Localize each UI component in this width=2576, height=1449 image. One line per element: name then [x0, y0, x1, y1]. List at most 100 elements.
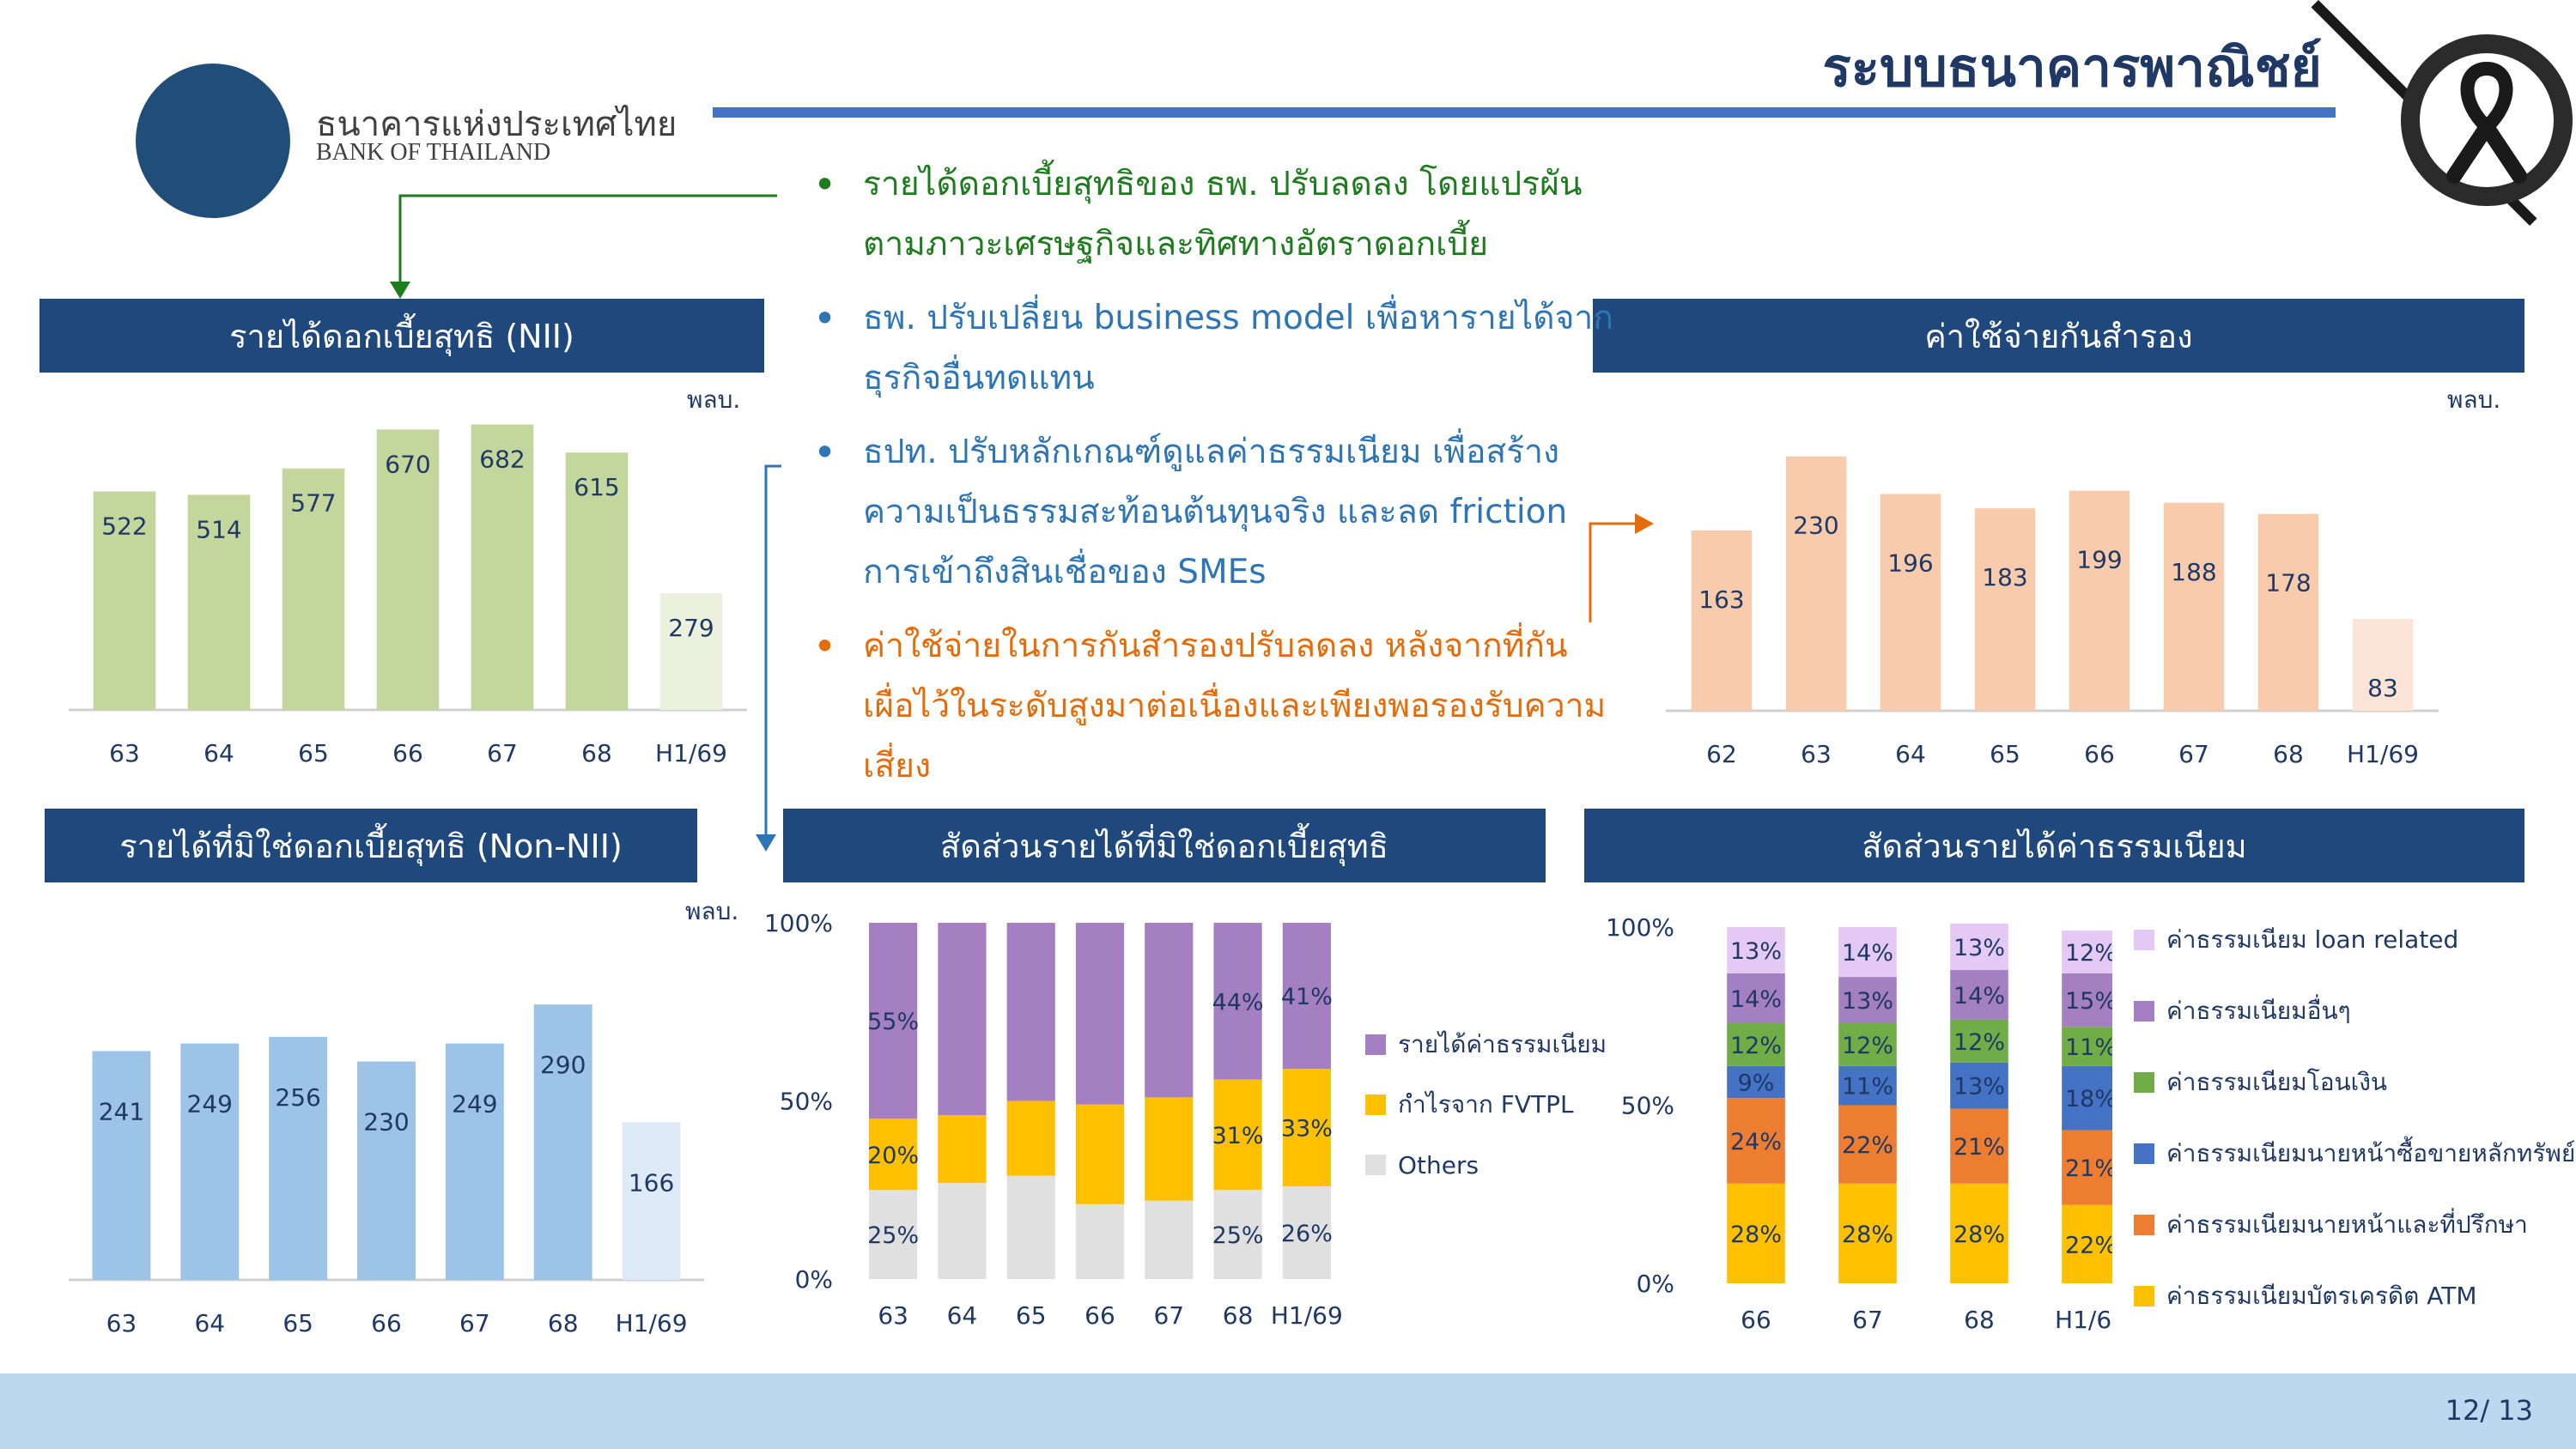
x-tick-label: H1/69 [655, 739, 727, 767]
green-connector-arrow [398, 194, 777, 285]
bar-value-label: 199 [2076, 546, 2122, 574]
bar-value-label: 514 [196, 515, 241, 543]
segment-label: 18% [2065, 1086, 2112, 1113]
bullet-text: ค่าใช้จ่ายในการกันสำรองปรับลดลง หลังจากท… [863, 627, 1607, 785]
non-nii-bar-chart: 241 63 249 64 256 65 230 66 249 67 290 68 166 H1/69 [69, 1004, 704, 1337]
stack-segment [938, 923, 987, 1116]
blue-connector-arrow [764, 464, 781, 837]
bullet-provision: • ค่าใช้จ่ายในการกันสำรองปรับลดลง หลังจาก… [811, 616, 1619, 797]
x-tick-label: 64 [194, 1309, 225, 1337]
stack-segment [1213, 1190, 1262, 1279]
legend-swatch [2134, 1215, 2154, 1235]
stack-segment [2062, 1065, 2112, 1131]
legend-swatch [1365, 1094, 1386, 1115]
nii-unit: พลบ. [687, 385, 741, 414]
stack-segment [1838, 1023, 1897, 1066]
stack-segment [1213, 923, 1262, 1080]
bar-value-label: 183 [1982, 563, 2027, 591]
non-nii-panel-title: รายได้ที่มิใช่ดอกเบี้ยสุทธิ (Non-NII) [45, 809, 697, 882]
stack-segment [1838, 1065, 1897, 1106]
provision-panel-title: ค่าใช้จ่ายกันสำรอง [1593, 299, 2524, 373]
stack-segment [1145, 1097, 1194, 1201]
legend-item: ค่าธรรมเนียม loan related [2134, 922, 2575, 958]
segment-label: 14% [1953, 983, 2005, 1009]
stack-segment [1950, 969, 2008, 1020]
x-tick-label: 66 [2084, 740, 2115, 768]
bar-65 [282, 468, 345, 710]
blue-arrowhead [756, 834, 776, 852]
bar-64 [180, 1043, 240, 1280]
non-nii-share-legend: รายได้ค่าธรรมเนียม กำไรจาก FVTPL Others [1365, 1027, 1607, 1207]
stack-segment [869, 1119, 918, 1191]
x-tick-label: 65 [298, 739, 329, 767]
bullet-fee-regulation: • ธปท. ปรับหลักเกณฑ์ดูแลค่าธรรมเนียม เพื่… [811, 422, 1619, 603]
bullet-dot: • [813, 295, 837, 342]
x-tick-label: 67 [2178, 740, 2209, 768]
legend-label: ค่าธรรมเนียมนายหน้าซื้อขายหลักทรัพย์ [2166, 1139, 2576, 1167]
segment-label: 28% [1730, 1222, 1782, 1248]
bar-value-label: 522 [101, 512, 147, 541]
x-tick-label: 67 [487, 739, 518, 767]
y-tick-label: 100% [764, 909, 833, 937]
segment-label: 14% [1842, 940, 1893, 967]
x-tick-label: 65 [1016, 1301, 1047, 1330]
segment-label: 13% [1953, 935, 2005, 961]
legend-swatch [2134, 1001, 2154, 1022]
bar-value-label: 188 [2171, 558, 2216, 586]
nii-panel-title: รายได้ดอกเบี้ยสุทธิ (NII) [39, 299, 764, 373]
x-tick-label: 68 [2273, 740, 2304, 768]
bar-value-label: 249 [187, 1090, 233, 1119]
fee-share-legend: ค่าธรรมเนียม loan related ค่าธรรมเนียมอื่… [2134, 922, 2575, 1349]
y-tick-label: 0% [1637, 1270, 1674, 1298]
segment-label: 44% [1212, 989, 1264, 1016]
bar-67 [471, 424, 534, 710]
legend-label: ค่าธรรมเนียมอื่นๆ [2166, 997, 2351, 1025]
bullet-business-model: • ธพ. ปรับเปลี่ยน business model เพื่อหาร… [811, 288, 1619, 409]
stack-segment [2062, 1027, 2112, 1066]
x-tick-label: 67 [1153, 1301, 1184, 1330]
bar-65 [269, 1036, 328, 1280]
bullet-text: ธพ. ปรับเปลี่ยน business model เพื่อหารา… [863, 299, 1613, 397]
bar-value-label: 670 [385, 450, 430, 478]
stack-segment [1282, 923, 1331, 1070]
x-tick-label: 63 [1801, 740, 1832, 768]
bar-value-label: 279 [668, 614, 714, 642]
bar-H1/69 [2352, 619, 2414, 711]
segment-label: 14% [1730, 986, 1782, 1013]
bar-63 [1785, 456, 1847, 711]
x-tick-label: 62 [1706, 740, 1737, 768]
segment-label: 31% [1212, 1123, 1264, 1149]
bar-62 [1691, 530, 1753, 711]
segment-label: 12% [2065, 940, 2112, 967]
stack-segment [1006, 1175, 1055, 1279]
stack-segment [2062, 973, 2112, 1028]
segment-label: 9% [1738, 1070, 1775, 1097]
stack-segment [2062, 1204, 2112, 1283]
x-tick-label: 63 [109, 739, 140, 767]
stack-segment [1282, 1069, 1331, 1187]
bullet-text: ธปท. ปรับหลักเกณฑ์ดูแลค่าธรรมเนียม เพื่อ… [863, 433, 1568, 591]
bar-66 [376, 429, 440, 710]
x-tick-label: H1/69 [2055, 1306, 2112, 1334]
provision-bar-chart: 163 62 230 63 196 64 183 65 199 66 188 67 178 68 83 H1/… [1666, 456, 2439, 768]
segment-label: 41% [1281, 984, 1333, 1010]
mourning-ribbon-icon [2401, 34, 2573, 206]
stack-segment [2062, 1130, 2112, 1205]
orange-connector-arrow [1589, 522, 1637, 622]
stack-segment [1727, 1023, 1785, 1066]
segment-label: 11% [2065, 1034, 2112, 1061]
segment-label: 12% [1953, 1029, 2005, 1056]
stack-segment [1727, 973, 1785, 1024]
segment-label: 22% [2065, 1232, 2112, 1258]
bar-67 [445, 1043, 504, 1280]
x-tick-label: 68 [1223, 1301, 1254, 1330]
segment-label: 12% [1730, 1033, 1782, 1059]
x-tick-label: 66 [1741, 1306, 1771, 1334]
stack-segment [1006, 1100, 1055, 1176]
legend-item: ค่าธรรมเนียมอื่นๆ [2134, 993, 2575, 1029]
stack-segment [1838, 1183, 1897, 1283]
bar-value-label: 196 [1887, 549, 1933, 577]
bar-H1/69 [659, 592, 723, 710]
legend-label: รายได้ค่าธรรมเนียม [1398, 1030, 1607, 1058]
bar-64 [1880, 494, 1941, 711]
